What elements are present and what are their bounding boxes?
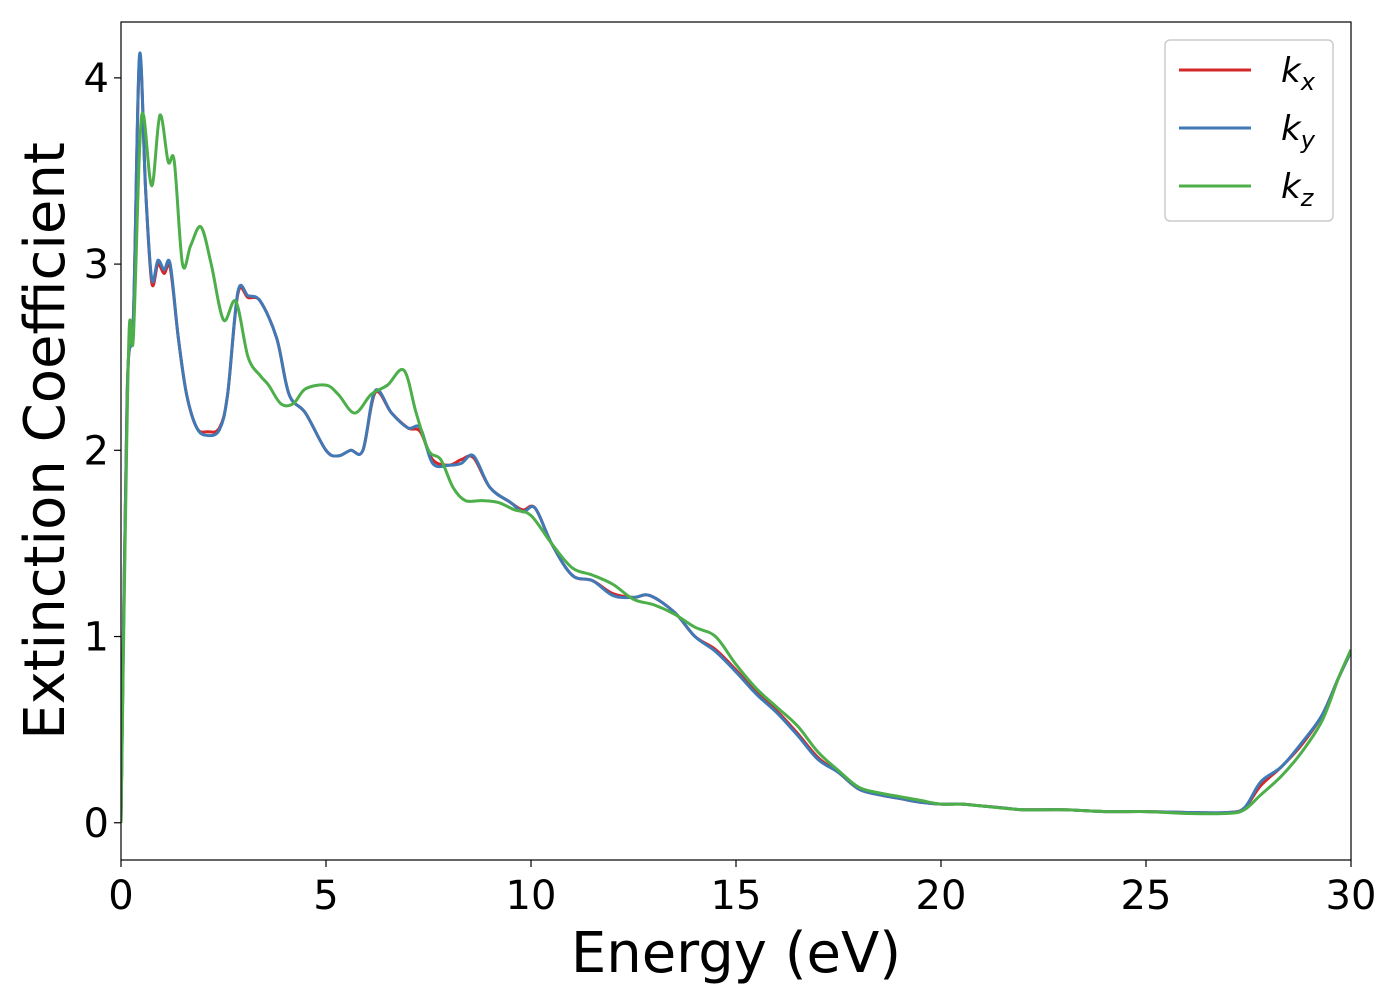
legend-label-sub: x <box>1300 68 1316 96</box>
legend-label-kz: kz <box>1281 167 1315 212</box>
legend-box <box>1164 39 1334 222</box>
x-tick-label: 10 <box>506 873 557 919</box>
y-axis: 0 1 2 3 4 <box>84 56 121 847</box>
legend-label-ky: ky <box>1281 109 1316 154</box>
legend-label-main: k <box>1281 167 1302 207</box>
x-tick-label: 20 <box>916 873 967 919</box>
x-axis-title: Energy (eV) <box>571 921 901 986</box>
legend-label-main: k <box>1281 109 1302 149</box>
legend-label-kx: kx <box>1281 51 1316 96</box>
x-tick-label: 0 <box>108 873 133 919</box>
x-tick-label: 15 <box>711 873 762 919</box>
x-tick-label: 5 <box>313 873 338 919</box>
x-tick-label: 25 <box>1121 873 1172 919</box>
y-tick-label: 1 <box>84 615 109 661</box>
series-layer <box>121 51 1351 823</box>
legend-label-sub: z <box>1300 184 1315 212</box>
legend-label-sub: y <box>1300 126 1316 154</box>
y-axis-title: Extinction Coefficient <box>13 142 78 740</box>
x-tick-label: 30 <box>1326 873 1377 919</box>
legend-label-main: k <box>1281 51 1302 91</box>
x-axis: 0 5 10 15 20 25 30 <box>108 860 1376 919</box>
y-tick-label: 2 <box>84 428 109 474</box>
series-line-kz <box>121 111 1351 823</box>
y-tick-label: 3 <box>84 242 109 288</box>
y-tick-label: 0 <box>84 801 109 847</box>
y-tick-label: 4 <box>84 56 109 102</box>
